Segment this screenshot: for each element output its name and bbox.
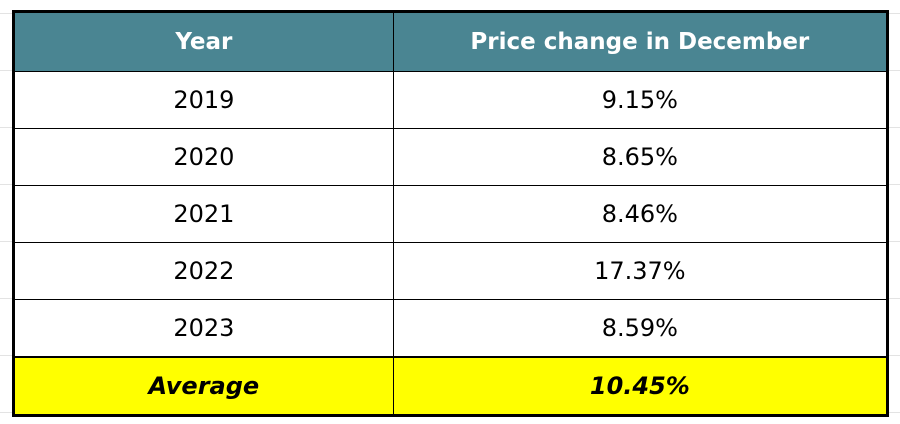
table-body: 2019 9.15% 2020 8.65% 2021 8.46% 2022 17.37% 202…	[13, 71, 889, 358]
table-row: 2022 17.37%	[13, 242, 889, 300]
table-row: 2019 9.15%	[13, 71, 889, 129]
footer-row: Average 10.45%	[13, 356, 889, 416]
footer-cell: Average	[13, 356, 394, 416]
header-cell: Year	[13, 11, 394, 72]
table-footer: Average 10.45%	[13, 356, 889, 416]
table-cell: 8.65%	[392, 128, 889, 186]
table-cell: 2023	[13, 299, 394, 358]
table-cell: 2022	[13, 242, 394, 300]
table-cell: 9.15%	[392, 71, 889, 129]
header-cell: Price change in December	[392, 11, 889, 72]
footer-cell: 10.45%	[392, 356, 889, 416]
table-header: Year Price change in December	[13, 11, 889, 72]
table-cell: 8.59%	[392, 299, 889, 358]
table-cell: 2020	[13, 128, 394, 186]
table-cell: 2021	[13, 185, 394, 243]
header-row: Year Price change in December	[13, 11, 889, 72]
price-table: Year Price change in December 2019 9.15% 2…	[12, 10, 889, 417]
table-row: 2023 8.59%	[13, 299, 889, 358]
table-cell: 2019	[13, 71, 394, 129]
table-cell: 17.37%	[392, 242, 889, 300]
table-row: 2021 8.46%	[13, 185, 889, 243]
table-cell: 8.46%	[392, 185, 889, 243]
table-row: 2020 8.65%	[13, 128, 889, 186]
